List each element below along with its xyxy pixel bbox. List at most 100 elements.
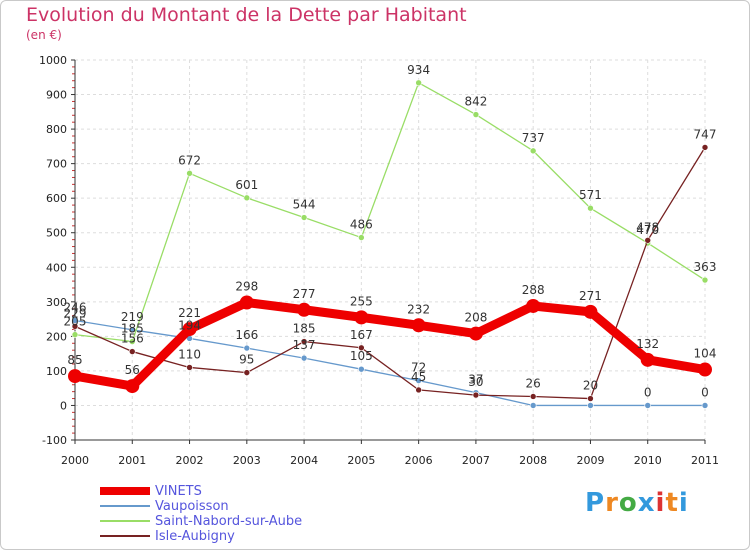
data-point [411,318,426,333]
data-point [644,402,652,409]
series-line-2 [74,82,706,343]
data-point [472,111,480,118]
legend-item: VINETS [100,484,400,499]
y-tick-label: 800 [46,123,67,136]
data-label: 271 [579,289,602,303]
data-labels: 85 56 221 298 277 255 232 208 288 271 132 104 246 219… [64,63,717,400]
data-point [186,170,193,177]
data-point [128,338,136,345]
data-label: 205 [64,315,87,329]
x-tick-label: 2000 [61,454,89,467]
data-label: 45 [411,370,426,384]
data-point [644,237,652,244]
logo-letter: x [637,488,656,518]
data-label: 137 [293,338,316,352]
y-tick-label: 700 [46,158,67,171]
data-point [300,214,308,221]
data-label: 478 [636,220,659,234]
y-tick-label: 0 [60,399,67,412]
y-tick-label: 400 [46,261,67,274]
legend-item: Saint-Nabord-sur-Aube [100,514,400,529]
data-label: 486 [350,218,373,232]
data-point [358,234,365,241]
data-point [354,310,369,325]
y-tick-label: -100 [42,434,67,447]
data-point [239,295,254,310]
data-point [583,304,598,319]
data-label: 842 [464,95,487,109]
y-tick-label: 500 [46,227,67,240]
data-point [640,352,655,367]
legend-item: Vaupoisson [100,499,400,514]
data-point [701,402,709,409]
series-layer [68,79,712,409]
proxiti-logo: Proxiti [585,488,689,518]
data-label: 166 [235,328,258,342]
series-line-0 [74,298,706,391]
data-point [243,194,251,202]
data-label: 20 [583,379,598,393]
data-label: 56 [125,363,140,377]
legend-swatch [100,535,150,537]
data-label: 0 [701,385,709,399]
data-label: 185 [293,322,316,336]
data-point [472,391,480,399]
data-label: 208 [464,311,487,325]
data-label: 30 [468,375,483,389]
legend-item: Isle-Aubigny [100,529,400,544]
data-point [701,276,709,284]
data-point [68,369,82,384]
data-label: 185 [121,322,144,336]
y-tick-label: 300 [46,296,67,309]
legend: VINETS Vaupoisson Saint-Nabord-sur-Aube Isl… [100,484,400,544]
data-label: 0 [644,385,652,399]
data-label: 26 [526,376,541,390]
x-tick-label: 2002 [176,454,204,467]
legend-label: Isle-Aubigny [155,529,235,544]
logo-letter: i [655,488,666,518]
data-label: 298 [235,280,258,294]
data-label: 363 [694,260,717,274]
x-tick-label: 2008 [519,454,547,467]
x-tick-label: 2004 [290,454,318,467]
data-label: 229 [64,306,87,320]
y-tick-label: 600 [46,192,67,205]
data-label: 934 [407,63,430,77]
grid-lines [74,59,706,441]
series-line-3 [74,147,706,400]
x-tick-label: 2007 [462,454,490,467]
data-point [128,326,136,334]
data-label: 105 [350,349,373,363]
legend-label: VINETS [155,484,202,499]
data-point [186,364,193,371]
data-point [297,302,312,317]
data-point [529,147,537,155]
data-point [698,362,712,377]
data-point [529,393,537,400]
data-label: 255 [350,294,373,308]
data-point [182,322,197,337]
y-tick-label: 1000 [39,54,67,67]
data-label: 37 [468,373,483,387]
data-point [125,379,140,394]
data-point [701,144,709,151]
y-tick-label: 200 [46,330,67,343]
logo-letter: t [665,488,679,518]
data-point [300,338,308,345]
chart-subtitle: (en €) [26,28,62,42]
data-point [243,344,251,352]
data-label: 156 [121,332,144,346]
legend-label: Saint-Nabord-sur-Aube [155,514,303,529]
data-label: 167 [350,328,373,342]
logo-letter: o [618,488,638,518]
data-point [415,377,422,384]
legend-label: Vaupoisson [155,499,229,514]
y-tick-label: 900 [46,89,67,102]
data-label: 85 [67,353,82,367]
axes: -100010020030040050060070080090010002000… [39,54,719,467]
data-label: 246 [64,300,87,314]
y-tick-label: 100 [46,365,67,378]
data-label: 194 [178,318,201,332]
data-label: 544 [293,198,316,212]
data-label: 72 [411,361,426,375]
